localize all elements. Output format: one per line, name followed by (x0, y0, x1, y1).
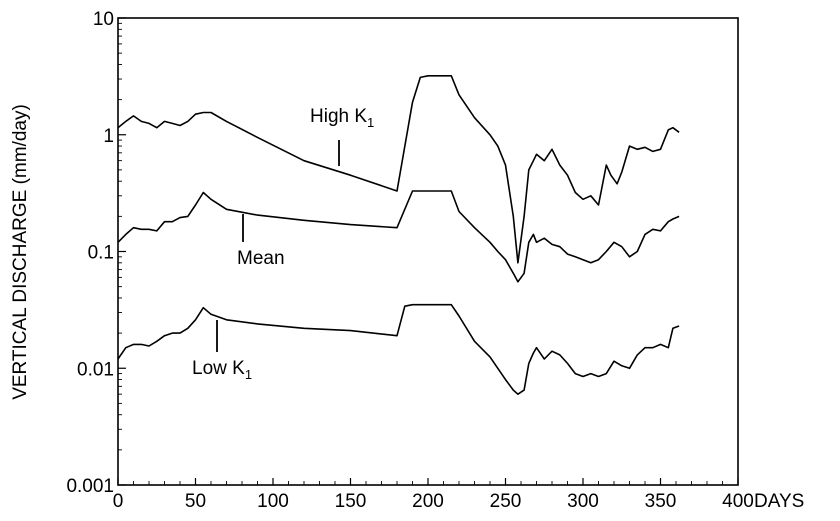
x-tick-label: 250 (490, 491, 522, 512)
y-tick-label: 0.001 (66, 476, 114, 497)
annotation-subscript: 1 (367, 115, 374, 130)
y-tick-label: 0.01 (77, 359, 114, 380)
annotation-label: High K1 (310, 106, 374, 130)
annotation-subscript: 1 (245, 367, 252, 382)
series-line-high-k1 (117, 75, 680, 264)
x-tick-label: 350 (645, 491, 677, 512)
series-annotations: High K1 Mean Low K1 (192, 106, 374, 382)
x-tick-label: 200 (412, 491, 444, 512)
x-tick-label: 400 (722, 491, 754, 512)
annotation-label: Low K1 (192, 358, 252, 382)
series-lines (117, 75, 680, 396)
x-tick-label: 150 (335, 491, 367, 512)
x-tick-label: 100 (257, 491, 289, 512)
y-tick-label: 1 (103, 126, 114, 147)
x-tick-label: 50 (185, 491, 206, 512)
y-axis-label: VERTICAL DISCHARGE (mm/day) (10, 104, 31, 400)
series-line-low-k1 (117, 303, 680, 396)
axes: 0 50 100 150 200 250 300 350 400 DAYS 0.001 0.01 0.1… (66, 9, 804, 512)
plot-frame (117, 17, 739, 486)
x-axis-label: DAYS (754, 491, 804, 512)
y-tick-label: 0.1 (88, 243, 114, 264)
x-tick-label: 0 (113, 491, 124, 512)
annotation-label: Mean (237, 248, 285, 269)
x-tick-label: 300 (567, 491, 599, 512)
series-line-mean (117, 190, 680, 283)
y-tick-label: 10 (93, 9, 114, 30)
